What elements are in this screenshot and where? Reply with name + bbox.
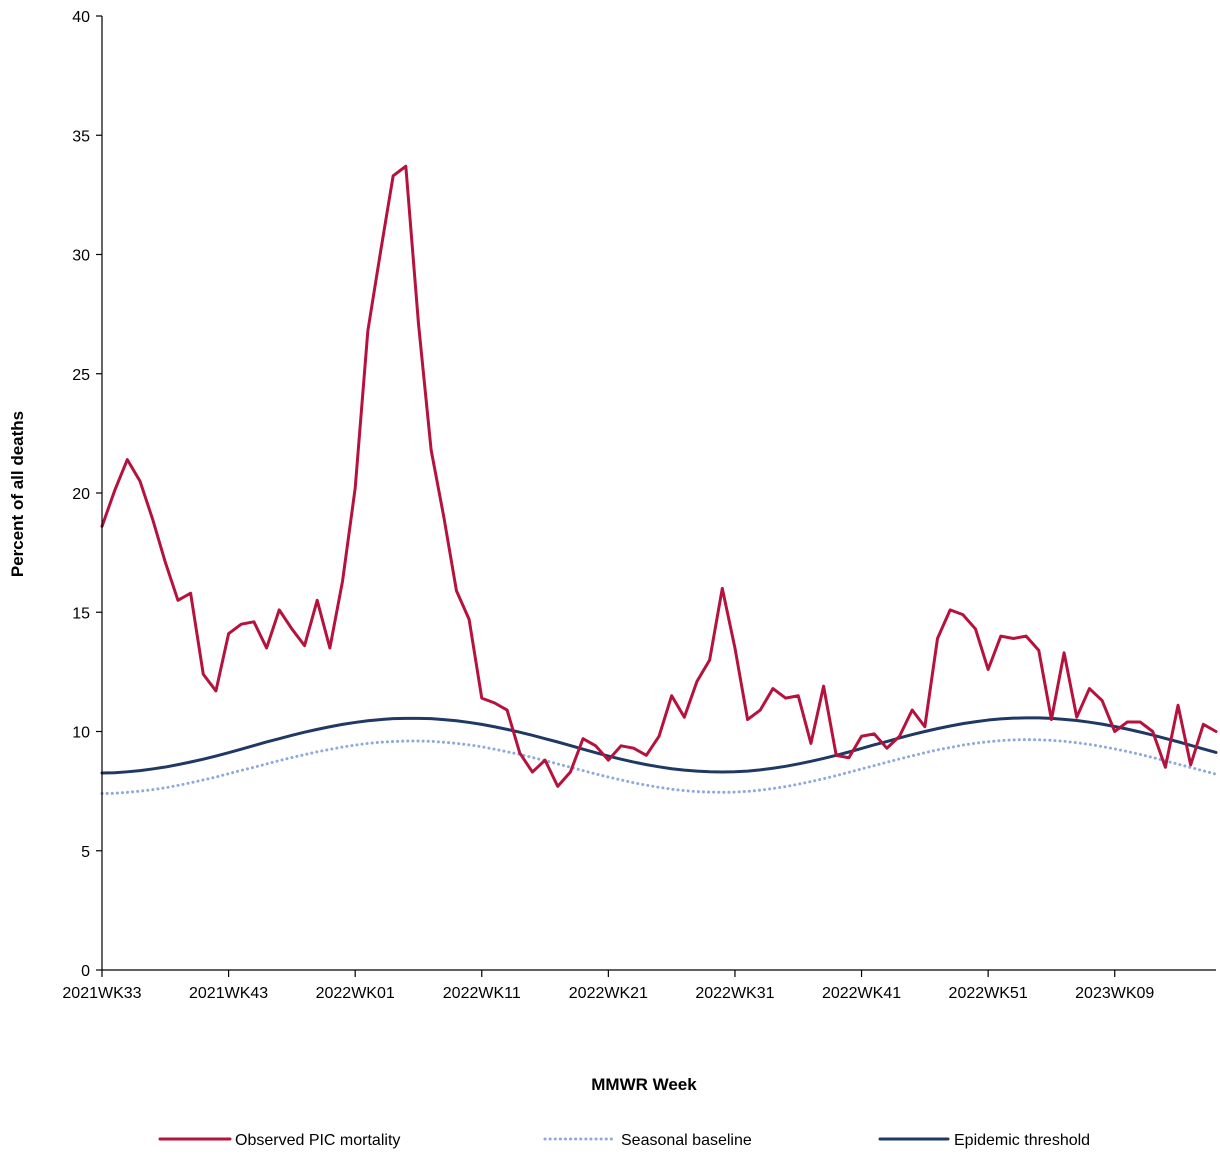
x-tick-label: 2023WK09 — [1075, 985, 1154, 1002]
y-axis-title: Percent of all deaths — [8, 411, 27, 577]
series-line-epidemic-threshold — [100, 716, 1218, 775]
legend-label: Epidemic threshold — [954, 1132, 1090, 1149]
y-tick-label: 40 — [72, 9, 90, 26]
axes: 0 5 10 15 20 25 30 35 40 2021WK33 2021WK43 2022WK01… — [62, 9, 1216, 1002]
x-axis-title: MMWR Week — [591, 1075, 697, 1094]
x-tick-label: 2022WK21 — [569, 985, 648, 1002]
legend-label: Seasonal baseline — [621, 1132, 752, 1149]
y-tick-label: 0 — [81, 963, 90, 980]
y-tick-label: 30 — [72, 248, 90, 265]
x-tick-label: 2021WK33 — [62, 985, 141, 1002]
x-tick-label: 2022WK01 — [316, 985, 395, 1002]
y-tick-label: 10 — [72, 725, 90, 742]
x-tick-label: 2022WK31 — [695, 985, 774, 1002]
series-line-seasonal-baseline — [100, 738, 1218, 796]
x-tick-label: 2021WK43 — [189, 985, 268, 1002]
x-tick-label: 2022WK51 — [949, 985, 1028, 1002]
y-tick-label: 5 — [81, 844, 90, 861]
x-tick-label: 2022WK11 — [443, 985, 521, 1002]
series-line-observed-pic-mortality — [100, 164, 1218, 788]
plot-series — [100, 164, 1218, 796]
legend: Observed PIC mortality Seasonal baseline E… — [158, 1132, 1090, 1149]
y-tick-label: 25 — [72, 367, 90, 384]
x-tick-label: 2022WK41 — [822, 985, 901, 1002]
legend-label: Observed PIC mortality — [235, 1132, 400, 1149]
y-tick-label: 15 — [72, 605, 90, 622]
y-tick-label: 20 — [72, 486, 90, 503]
y-tick-label: 35 — [72, 128, 90, 145]
